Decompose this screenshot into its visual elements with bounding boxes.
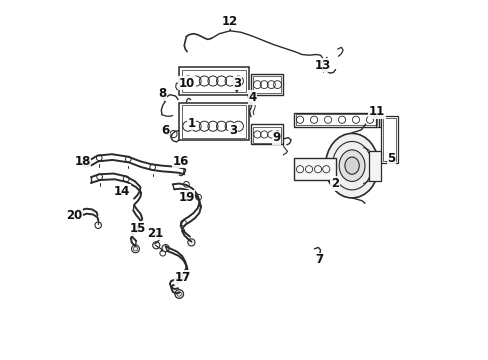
Text: 20: 20 — [66, 209, 82, 222]
Circle shape — [131, 245, 139, 253]
Bar — [253, 127, 281, 143]
Ellipse shape — [339, 150, 364, 181]
Text: 3: 3 — [233, 77, 241, 93]
Bar — [250, 74, 283, 95]
Bar — [253, 76, 281, 93]
Text: 15: 15 — [129, 222, 145, 235]
Circle shape — [162, 244, 169, 252]
Text: 18: 18 — [74, 155, 90, 168]
Bar — [368, 150, 381, 181]
Bar — [293, 158, 336, 180]
Text: 10: 10 — [179, 77, 195, 90]
Bar — [382, 118, 395, 161]
Text: 19: 19 — [178, 191, 194, 204]
Bar — [250, 125, 283, 144]
Bar — [182, 69, 246, 93]
Bar — [182, 105, 246, 138]
Text: 2: 2 — [330, 176, 338, 190]
Text: 7: 7 — [315, 253, 323, 266]
Bar — [179, 103, 249, 140]
Text: 9: 9 — [272, 131, 280, 144]
Text: 4: 4 — [248, 91, 256, 105]
Bar — [381, 116, 397, 163]
Circle shape — [152, 242, 160, 249]
Circle shape — [82, 159, 90, 167]
Text: 17: 17 — [174, 271, 190, 284]
Text: 5: 5 — [386, 152, 395, 165]
Text: 21: 21 — [147, 226, 163, 239]
Circle shape — [175, 290, 183, 298]
Text: 11: 11 — [368, 105, 385, 119]
Text: 1: 1 — [187, 117, 195, 130]
Text: 16: 16 — [172, 155, 188, 168]
Text: 14: 14 — [113, 185, 130, 198]
Ellipse shape — [344, 157, 359, 174]
Circle shape — [187, 239, 195, 246]
Text: 8: 8 — [158, 87, 166, 101]
Text: 6: 6 — [161, 124, 169, 137]
Text: 13: 13 — [314, 59, 330, 72]
Text: 3: 3 — [228, 124, 237, 137]
Bar — [296, 114, 376, 126]
Text: 12: 12 — [222, 15, 238, 31]
Ellipse shape — [325, 134, 378, 198]
Bar — [179, 67, 249, 95]
Bar — [293, 113, 379, 127]
